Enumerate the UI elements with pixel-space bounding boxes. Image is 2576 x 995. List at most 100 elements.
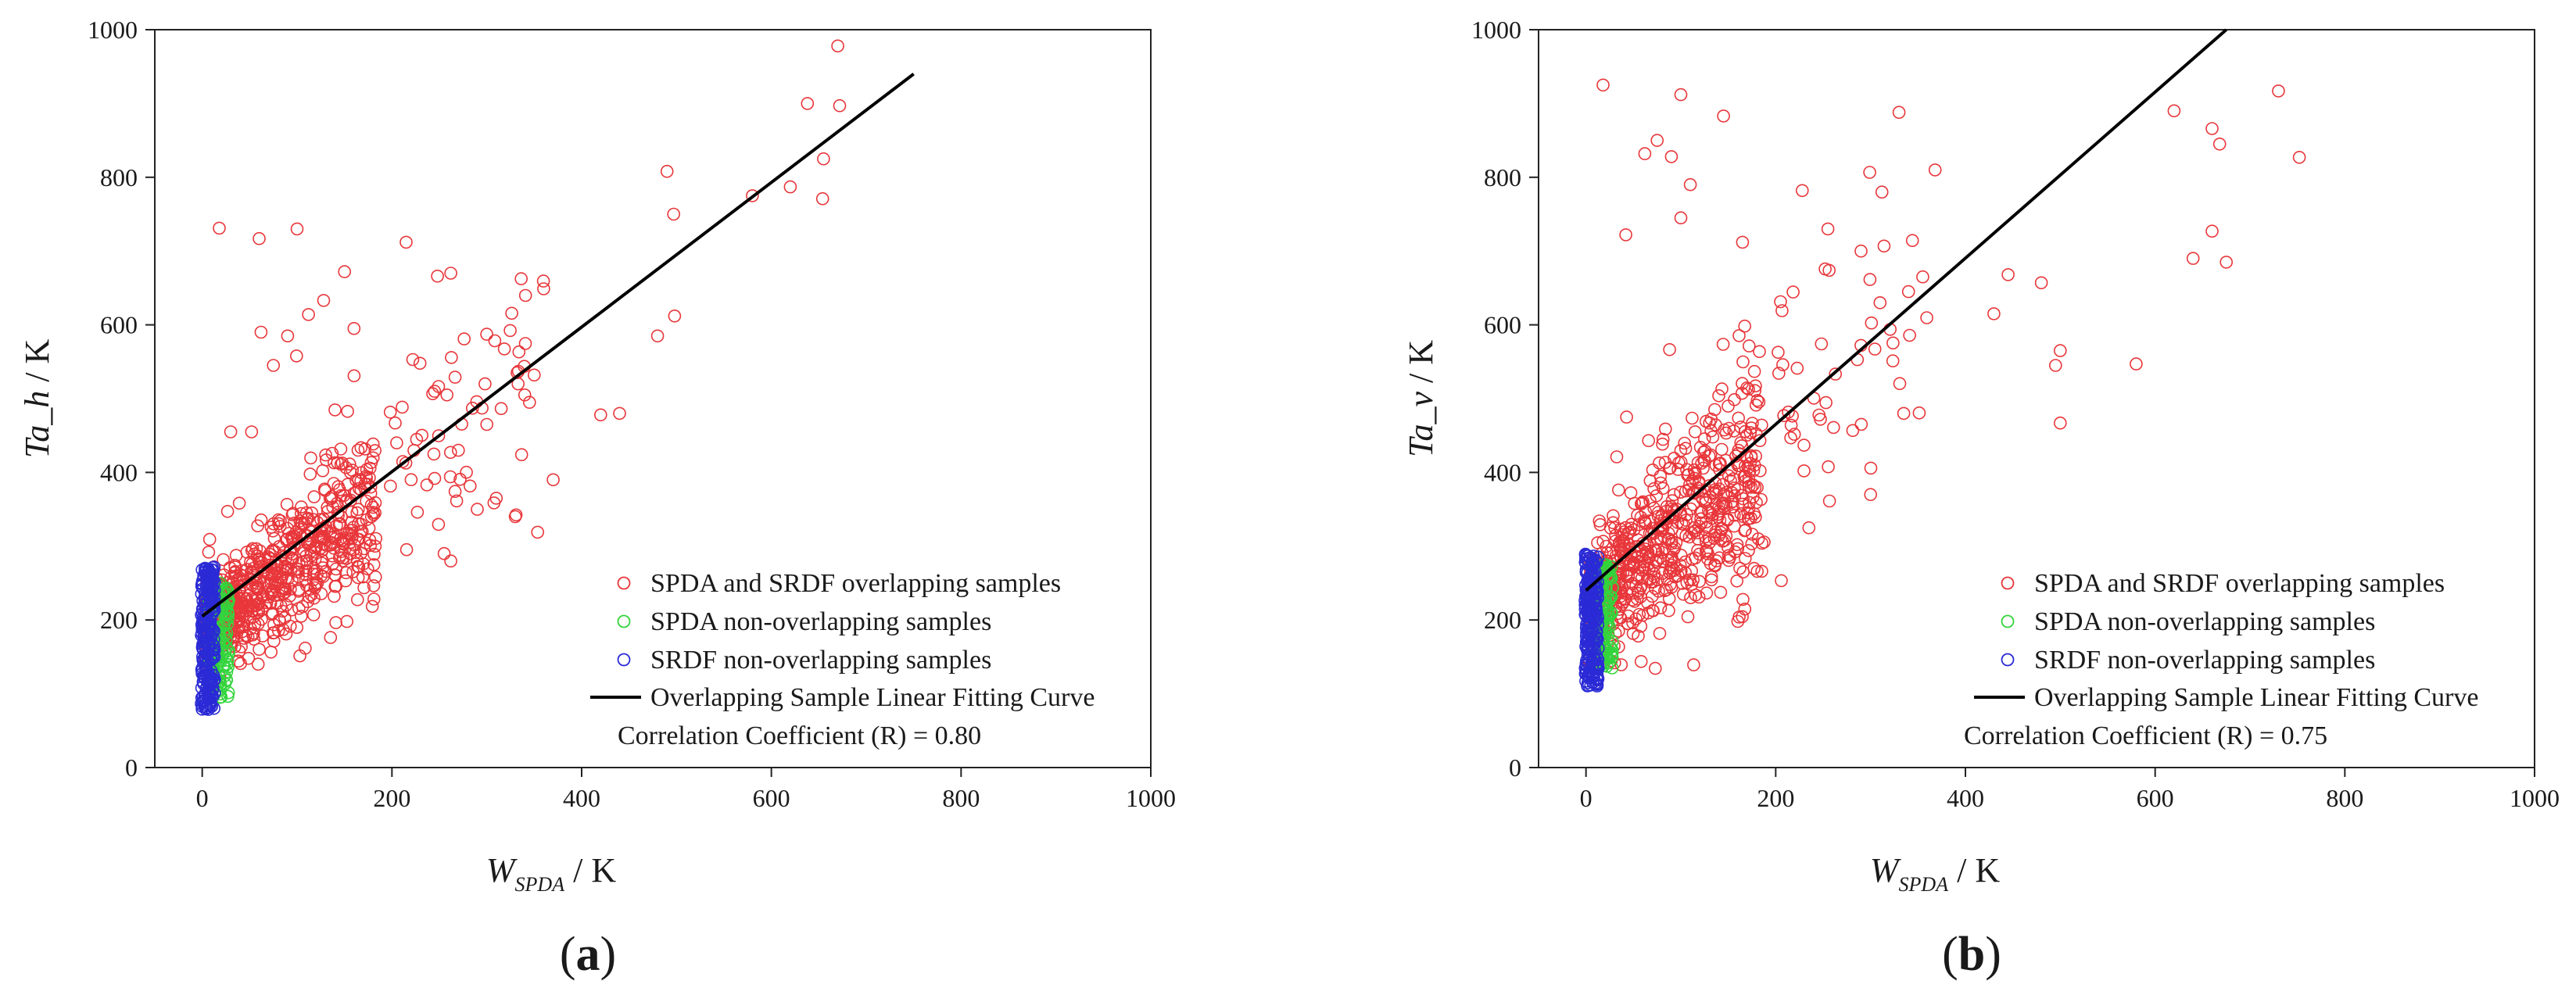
overlap-point <box>1782 405 1795 419</box>
overlap-point <box>1642 434 1655 448</box>
legend-label-srdf: SRDF non-overlapping samples <box>2034 646 2375 675</box>
x-tick-label: 1000 <box>2510 784 2560 812</box>
overlap-point <box>293 514 307 528</box>
overlap-point <box>1775 304 1789 317</box>
overlap-point <box>1827 421 1840 435</box>
overlap-point <box>522 395 536 410</box>
srdf-point <box>1581 616 1594 629</box>
overlap-point <box>1661 533 1675 547</box>
overlap-point <box>1772 367 1786 380</box>
overlap-point <box>1635 497 1648 510</box>
overlap-point <box>242 651 256 665</box>
overlap-point <box>1757 535 1771 549</box>
srdf-point <box>202 619 216 632</box>
srdf-point <box>1589 676 1603 689</box>
overlap-point <box>1650 489 1663 503</box>
overlap-point <box>1721 540 1735 554</box>
y-tick-label: 600 <box>1484 311 1521 339</box>
overlap-point <box>512 345 526 359</box>
overlap-point <box>1747 561 1761 575</box>
overlap-point <box>1728 392 1741 406</box>
overlap-point <box>351 571 365 585</box>
overlap-point <box>1863 273 1877 286</box>
overlap-point <box>316 553 329 567</box>
spda-point <box>221 689 235 703</box>
overlap-point <box>1736 492 1750 506</box>
overlap-point <box>1775 574 1788 588</box>
overlap-point <box>426 387 439 401</box>
overlap-point <box>1784 431 1797 445</box>
overlap-point <box>356 570 370 584</box>
overlap-point <box>202 546 216 559</box>
srdf-point <box>203 620 217 634</box>
x-tick-label: 400 <box>563 784 600 812</box>
overlap-point <box>1722 549 1736 563</box>
y-tick-label: 600 <box>100 311 138 339</box>
overlap-point <box>1708 403 1722 417</box>
overlap-point <box>511 377 525 391</box>
overlap-point <box>1649 661 1662 675</box>
y-tick-label: 0 <box>1509 753 1521 782</box>
correlation-text: Correlation Coefficient (R) = 0.80 <box>618 721 981 750</box>
overlap-point <box>1653 601 1668 615</box>
overlap-point <box>497 342 511 356</box>
srdf-point <box>1585 633 1599 647</box>
overlap-point <box>1777 409 1790 423</box>
overlap-point <box>317 294 331 307</box>
overlap-point <box>1743 339 1756 353</box>
overlap-point <box>267 634 281 648</box>
x-axis-ticks: 0 200 400 600 800 1000 <box>196 768 1176 812</box>
y-axis-label: Ta_v / K <box>1402 340 1440 457</box>
srdf-point <box>200 577 214 590</box>
overlap-point <box>1776 358 1790 371</box>
overlap-point <box>1755 536 1768 550</box>
overlap-point <box>1641 606 1655 620</box>
overlap-point <box>316 463 330 478</box>
overlap-point <box>1822 494 1836 508</box>
legend-marker-overlap <box>2001 576 2015 590</box>
overlap-point <box>264 572 278 586</box>
overlap-point <box>440 388 454 402</box>
overlap-point <box>283 619 297 633</box>
overlap-point <box>1854 417 1868 431</box>
srdf-point <box>206 684 219 698</box>
scatter-points <box>1578 78 2306 693</box>
overlap-point <box>289 349 303 363</box>
overlap-point <box>1653 469 1668 483</box>
srdf-point <box>1579 563 1593 577</box>
overlap-point <box>1635 579 1648 592</box>
overlap-point <box>667 207 681 221</box>
overlap-point <box>1928 163 1942 177</box>
overlap-point <box>311 531 325 545</box>
overlap-point <box>390 436 403 449</box>
overlap-point <box>1662 603 1675 617</box>
overlap-point <box>310 576 324 590</box>
overlap-point <box>1719 499 1732 512</box>
overlap-point <box>328 403 342 417</box>
srdf-point <box>1591 653 1605 667</box>
overlap-point <box>1905 234 1919 248</box>
overlap-point <box>279 627 293 641</box>
overlap-point <box>1703 490 1717 504</box>
overlap-point <box>248 617 262 632</box>
spda-point <box>1605 648 1619 661</box>
overlap-point <box>279 563 293 577</box>
overlap-point <box>1750 393 1765 407</box>
overlap-point <box>494 402 508 416</box>
overlap-point <box>1628 496 1641 510</box>
overlap-point <box>1701 547 1714 560</box>
overlap-point <box>1903 328 1916 342</box>
y-tick-label: 800 <box>1484 163 1521 191</box>
overlap-point <box>1786 285 1800 299</box>
overlap-point <box>1722 469 1736 483</box>
overlap-point <box>1665 494 1679 507</box>
overlap-point <box>1644 544 1658 558</box>
overlap-point <box>1822 460 1835 474</box>
overlap-point <box>1706 430 1720 444</box>
fit-line <box>201 73 915 618</box>
overlap-point <box>448 370 462 384</box>
y-tick-label: 1000 <box>1471 16 1521 44</box>
overlap-point <box>1650 134 1664 147</box>
overlap-point <box>1712 482 1726 496</box>
overlap-point <box>406 353 420 367</box>
